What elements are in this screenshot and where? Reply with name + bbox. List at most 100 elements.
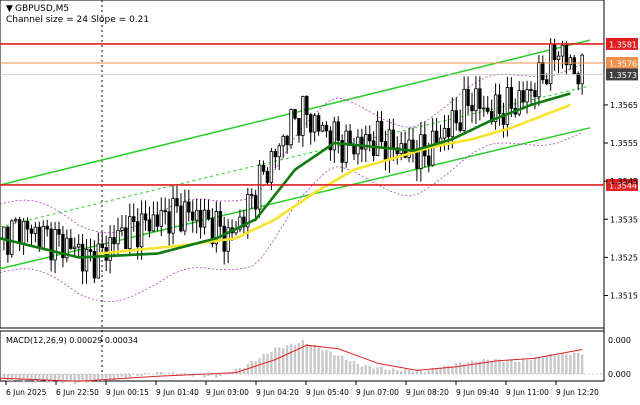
macd-histogram-bar bbox=[313, 344, 316, 374]
macd-histogram-bar bbox=[423, 372, 426, 374]
candle-body bbox=[537, 62, 541, 98]
candle-body bbox=[580, 54, 584, 85]
macd-histogram-bar bbox=[10, 374, 13, 381]
candle-body bbox=[352, 145, 356, 155]
candle bbox=[45, 219, 49, 237]
candle bbox=[65, 229, 69, 263]
candle-body bbox=[92, 251, 97, 279]
macd-histogram-bar bbox=[160, 371, 163, 374]
candle bbox=[128, 203, 132, 255]
price-tag-text: 1.3544 bbox=[609, 181, 637, 190]
candle-body bbox=[96, 243, 101, 279]
candle-body bbox=[340, 140, 344, 163]
macd-signal-line bbox=[0, 344, 583, 382]
macd-histogram-bar bbox=[167, 373, 171, 374]
candle-body bbox=[41, 225, 45, 249]
macd-histogram-bar bbox=[22, 374, 25, 382]
macd-histogram-bar bbox=[254, 361, 257, 374]
price-tick-label: 1.3545 bbox=[610, 177, 638, 186]
macd-histogram-bar bbox=[297, 342, 301, 374]
candle-body bbox=[88, 249, 93, 252]
candle-body bbox=[37, 226, 42, 249]
macd-histogram-bar bbox=[392, 368, 395, 374]
macd-histogram-bar bbox=[128, 374, 131, 377]
macd-histogram-bar bbox=[565, 354, 568, 374]
candle bbox=[253, 189, 258, 222]
candle-body bbox=[175, 198, 179, 207]
macd-histogram-bar bbox=[258, 358, 261, 374]
time-tick-label: 9 Jun 12:20 bbox=[556, 388, 599, 397]
macd-histogram-bar bbox=[368, 365, 371, 374]
candle-body bbox=[202, 209, 207, 228]
candle bbox=[497, 83, 502, 126]
candle-body bbox=[265, 170, 270, 183]
envelope-lower-line bbox=[0, 132, 583, 303]
candle bbox=[332, 116, 337, 163]
candle bbox=[301, 95, 305, 147]
macd-histogram-bar bbox=[274, 347, 277, 374]
candle-body bbox=[61, 233, 65, 259]
macd-histogram-bar bbox=[376, 367, 379, 374]
candle bbox=[568, 54, 573, 70]
candle-body bbox=[328, 130, 333, 151]
candle-body bbox=[466, 88, 470, 106]
candle-body bbox=[163, 210, 167, 213]
macd-histogram-bar bbox=[451, 366, 454, 374]
candle bbox=[505, 76, 510, 137]
macd-histogram-bar bbox=[112, 374, 116, 381]
candle bbox=[265, 167, 270, 185]
candle bbox=[14, 217, 18, 224]
macd-histogram-bar bbox=[38, 374, 41, 381]
macd-histogram-bar bbox=[14, 374, 17, 379]
candle-body bbox=[171, 198, 175, 234]
macd-scale-top: 0.000 bbox=[608, 336, 631, 345]
candle-body bbox=[238, 216, 242, 230]
candle-body bbox=[128, 216, 132, 250]
candle-body bbox=[458, 122, 462, 131]
macd-histogram-bar bbox=[431, 367, 434, 374]
candle-body bbox=[297, 117, 301, 136]
moving-average-layer bbox=[0, 92, 571, 259]
candle bbox=[525, 80, 529, 114]
macd-histogram-bar bbox=[81, 374, 84, 382]
candle-body bbox=[214, 211, 219, 245]
candle bbox=[580, 53, 584, 95]
candle-body bbox=[336, 121, 340, 141]
macd-histogram-bar bbox=[356, 363, 360, 374]
candle-body bbox=[57, 228, 61, 235]
ma-yellow-line bbox=[98, 103, 571, 255]
candle-body bbox=[277, 145, 281, 158]
candle bbox=[206, 199, 211, 221]
candle-body bbox=[65, 237, 69, 259]
candle bbox=[92, 240, 97, 284]
candle-body bbox=[462, 88, 466, 131]
candle bbox=[167, 198, 171, 247]
candle bbox=[293, 109, 297, 121]
candle-body bbox=[33, 226, 38, 234]
macd-histogram-bar bbox=[105, 374, 108, 379]
candle-body bbox=[541, 62, 545, 81]
candle bbox=[238, 209, 242, 233]
macd-histogram-bar bbox=[73, 374, 76, 384]
macd-histogram-bar bbox=[352, 360, 356, 374]
candle bbox=[53, 222, 57, 274]
candle-body bbox=[183, 201, 187, 232]
macd-histogram-bar bbox=[348, 361, 352, 374]
candle-body bbox=[509, 87, 514, 109]
candle-body bbox=[309, 114, 313, 133]
macd-histogram-bar bbox=[317, 347, 320, 374]
candle bbox=[155, 201, 160, 232]
candle bbox=[340, 134, 344, 173]
macd-histogram-bar bbox=[403, 369, 407, 374]
candle-body bbox=[423, 134, 427, 157]
time-tick-label: 9 Jun 03:00 bbox=[206, 388, 249, 397]
candle bbox=[73, 237, 77, 256]
ma-green-line bbox=[0, 92, 571, 259]
candle-body bbox=[545, 79, 549, 85]
candle-body bbox=[450, 110, 455, 138]
candle bbox=[25, 217, 30, 243]
macd-histogram-bar bbox=[242, 368, 246, 374]
candle bbox=[364, 125, 368, 163]
channel-info: Channel size = 24 Slope = 0.21 bbox=[6, 15, 149, 25]
